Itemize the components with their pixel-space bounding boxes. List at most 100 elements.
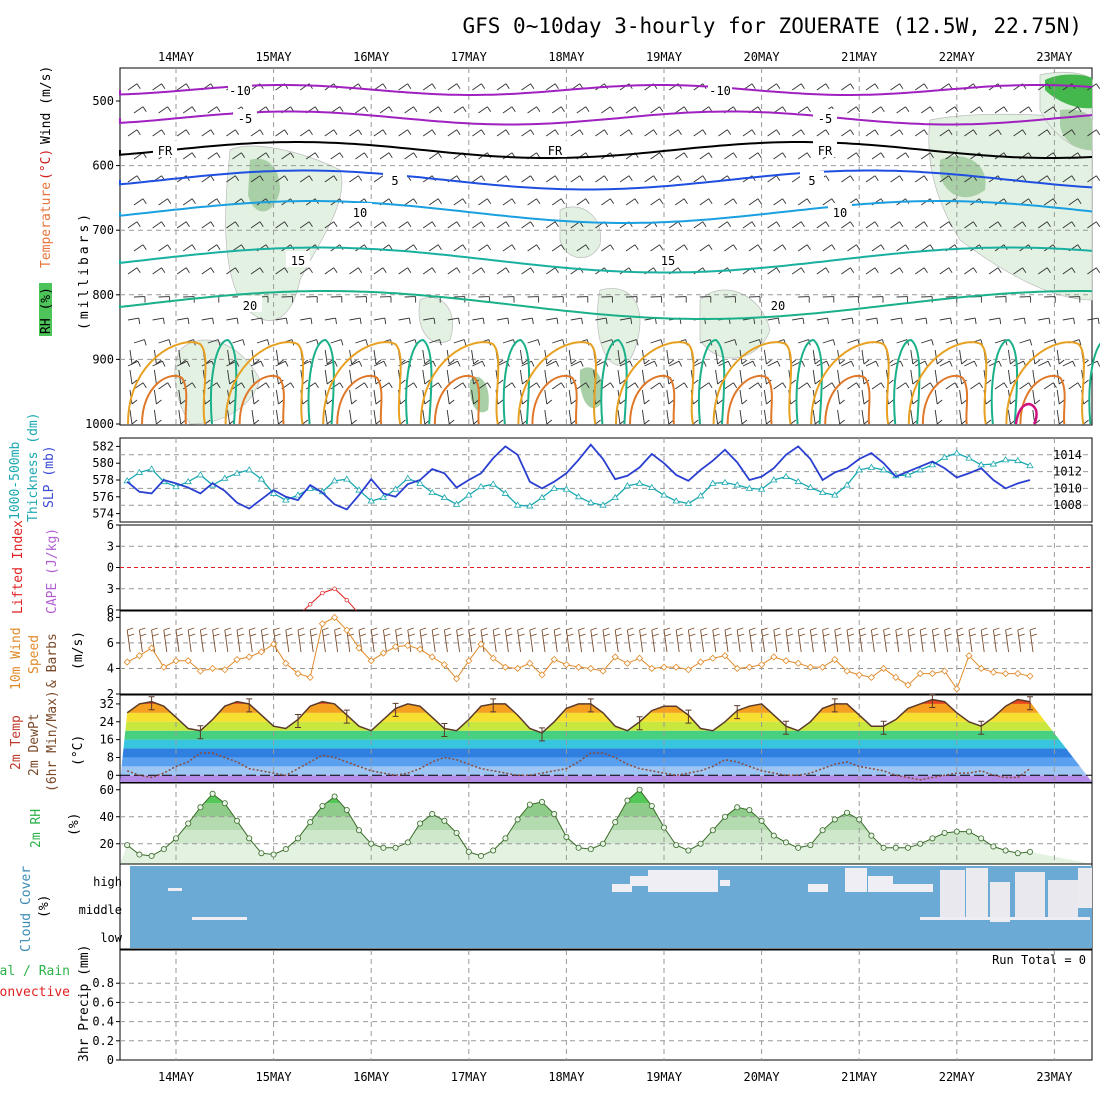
thickness-point [513, 501, 522, 508]
temp-minmax-whisker [685, 709, 692, 724]
top-date-label: 15MAY [256, 50, 293, 64]
isotherm-label-bg [238, 296, 262, 312]
thickness-point [684, 499, 693, 506]
cloud-overcast [130, 866, 1092, 948]
isotherm-label-bg [800, 171, 824, 187]
rh2m-point [783, 839, 790, 846]
rh2m-point [612, 819, 619, 826]
wind10-label-b: Speed [27, 635, 42, 674]
precip-grid [120, 950, 1092, 1060]
thickness-lines [123, 443, 1034, 511]
wind10-speed-point [550, 655, 558, 664]
wind10-speed-point [526, 659, 534, 667]
wind10-label-c: & Barbs [45, 633, 60, 688]
thickness-panel-frame [119, 437, 1093, 523]
wind10-speed-point [209, 664, 217, 673]
rh2m-line [124, 786, 1034, 859]
thickness-point [465, 491, 473, 498]
rh2m-point [758, 817, 765, 824]
thickness-point [221, 474, 229, 481]
wind10-unit: (m/s) [71, 631, 86, 670]
thickness-point [452, 500, 461, 507]
wind10-speed-point [245, 653, 253, 661]
cape-label: CAPE (J/kg) [45, 528, 60, 614]
surface-isotherm-loop [1005, 341, 1085, 425]
thickness-point [660, 491, 668, 498]
temp2m-label-b: 2m DewPt [27, 713, 42, 776]
rh2m-point [514, 816, 521, 823]
isotherm-20-loop [990, 338, 1019, 425]
temperature-band [120, 721, 1092, 731]
pressure-tick-label: 500 [92, 94, 114, 108]
rh-saturated-region [1045, 74, 1092, 109]
lifted-index-point [308, 602, 313, 607]
top-date-axis: 14MAY 15MAY 16MAY 17MAY 18MAY 19MAY 20MAY 21MAY… [158, 50, 1073, 64]
thickness-point [538, 493, 546, 501]
rh2m-grid [120, 783, 1092, 864]
wind10-speed-point [221, 666, 229, 674]
cloud-cover-cells [130, 866, 1092, 948]
top-date-label: 19MAY [646, 50, 683, 64]
temp2m-ticks: 0 8 16 24 32 [100, 697, 120, 782]
isotherm-line [119, 200, 1093, 224]
rh2m-point [136, 851, 143, 858]
thickness-point [294, 491, 302, 498]
isotherms: -10 -10 -5 -5 FR FR FR 5 5 10 10 15 15 20 20 [119, 81, 1100, 425]
temp2m-label-c: (6hr Min/Max) [45, 690, 60, 792]
thickness-point [733, 481, 741, 488]
thickness-point [831, 491, 839, 498]
rh2m-point [465, 848, 472, 855]
wind10-speed-point [684, 666, 692, 674]
wind10-barbs-path [126, 627, 1038, 653]
y-tick-label: 16 [100, 733, 114, 747]
thickness-point [635, 479, 644, 486]
wind10-speed-point [672, 663, 680, 671]
thickness-point [172, 482, 180, 490]
rh2m-point [551, 811, 558, 818]
rh2m-point [709, 827, 716, 834]
cloud-gap [868, 876, 893, 892]
rh2m-point [1027, 848, 1034, 855]
isotherm-label-bg [656, 251, 680, 267]
surface-isotherm-inner-loop [531, 374, 578, 425]
slp-tick-label: 1012 [1053, 465, 1082, 479]
top-date-label: 20MAY [744, 50, 781, 64]
rh2m-point [477, 852, 484, 859]
thickness-point [953, 449, 961, 456]
rh2m-point [319, 802, 326, 809]
slp-label: SLP (mb) [42, 445, 57, 508]
rh2m-point [685, 847, 692, 854]
rh2m-point [392, 844, 399, 851]
thickness-point [977, 461, 985, 468]
thickness-point [269, 489, 278, 496]
isotherm-label-bg [228, 81, 252, 97]
wind10-speed-point [233, 655, 241, 664]
bottom-date-label: 21MAY [841, 1070, 878, 1084]
rh2m-point [148, 852, 155, 859]
thickness-point [245, 466, 253, 473]
isotherm-label-bg [708, 81, 732, 97]
surface-isotherm-loop [224, 341, 305, 425]
wind10-speed-point [575, 663, 583, 671]
pressure-tick-label: 900 [92, 352, 114, 366]
isotherm-20-loop [502, 338, 531, 425]
pressure-ticks: 500 600 700 800 900 1000 [85, 94, 120, 431]
rh2m-point [941, 829, 948, 836]
rh2m-point [502, 835, 509, 842]
isotherm-line [119, 141, 1093, 159]
rh2m-point [880, 844, 887, 851]
top-date-label: 21MAY [841, 50, 878, 64]
wind10-speed-point [977, 664, 985, 673]
rh2m-point [404, 839, 411, 846]
rh2m-point [355, 827, 362, 834]
isotherm-line [119, 290, 1093, 320]
wind10-speed-point [843, 667, 851, 675]
temperature-band [120, 730, 1092, 740]
rh2m-point [185, 820, 192, 827]
rh2m-point [673, 842, 680, 849]
y-tick-label: 580 [92, 456, 114, 470]
y-tick-label: 576 [92, 490, 114, 504]
rh2m-point [746, 807, 753, 814]
top-date-label: 23MAY [1036, 50, 1073, 64]
slp-tick-label: 1010 [1053, 481, 1082, 495]
